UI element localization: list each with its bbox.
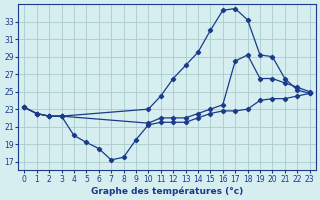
X-axis label: Graphe des températures (°c): Graphe des températures (°c)	[91, 186, 243, 196]
